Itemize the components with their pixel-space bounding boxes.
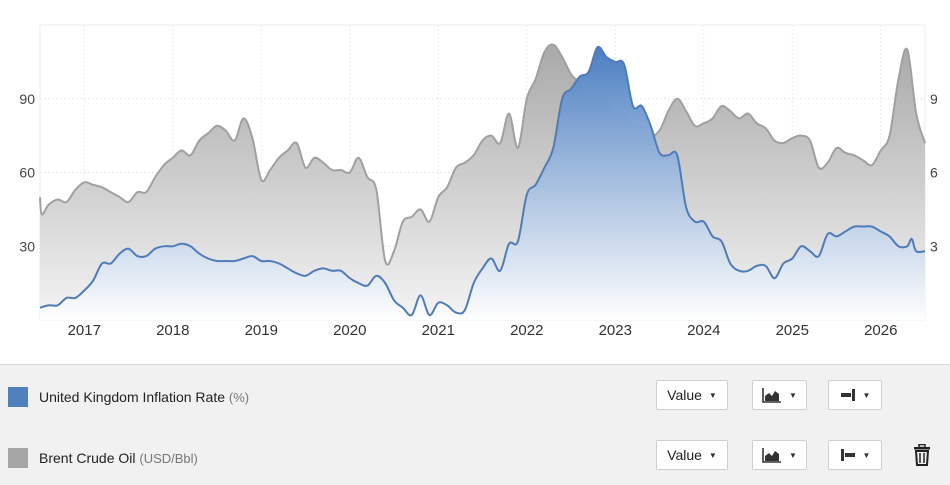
uk-inflation-series-area xyxy=(40,46,925,320)
inflation-value-dropdown[interactable]: Value ▼ xyxy=(656,380,728,410)
brent-crude-series-line xyxy=(39,43,926,266)
brent-color-swatch[interactable] xyxy=(8,448,28,468)
axis-layer: 30 3 60 6 90 9 2017 2018 2019 2020 2021 2022 2023 202… xyxy=(19,91,938,339)
inflation-value-label: Value xyxy=(667,387,702,403)
delete-series-button[interactable] xyxy=(912,443,932,468)
brent-axis-dropdown[interactable]: ▼ xyxy=(828,440,882,470)
inflation-series-unit: (%) xyxy=(228,390,250,405)
x-tick-label: 2025 xyxy=(776,322,809,339)
y-left-tick-label: 90 xyxy=(19,91,35,107)
brent-value-dropdown[interactable]: Value ▼ xyxy=(656,440,728,470)
legend-row-inflation: United Kingdom Inflation Rate (%) Value … xyxy=(0,365,950,425)
y-right-tick-label: 3 xyxy=(930,238,938,254)
chevron-down-icon: ▼ xyxy=(862,450,871,460)
y-left-tick-label: 30 xyxy=(19,238,35,254)
inflation-axis-dropdown[interactable]: ▼ xyxy=(828,380,882,410)
x-tick-label: 2024 xyxy=(687,322,720,339)
x-tick-label: 2026 xyxy=(864,322,897,339)
chevron-down-icon: ▼ xyxy=(862,390,871,400)
right-axis-icon xyxy=(840,389,855,401)
trash-icon xyxy=(914,443,930,466)
x-tick-label: 2021 xyxy=(422,322,455,339)
brent-series-unit: (USD/Bbl) xyxy=(139,451,198,466)
brent-chart-type-dropdown[interactable]: ▼ xyxy=(752,440,807,470)
chevron-down-icon: ▼ xyxy=(789,390,797,400)
x-tick-label: 2023 xyxy=(599,322,632,339)
chevron-down-icon: ▼ xyxy=(708,390,717,400)
chart-svg: 30 3 60 6 90 9 2017 2018 2019 2020 2021 2022 2023 202… xyxy=(19,24,938,339)
legend-row-brent: Brent Crude Oil (USD/Bbl) Value ▼ ▼ ▼ xyxy=(0,425,950,485)
left-axis-icon xyxy=(840,449,855,461)
chart-area: 30 3 60 6 90 9 2017 2018 2019 2020 2021 2022 2023 202… xyxy=(19,24,938,339)
brent-series-label[interactable]: Brent Crude Oil (USD/Bbl) xyxy=(39,450,198,466)
inflation-series-label[interactable]: United Kingdom Inflation Rate (%) xyxy=(39,389,249,405)
legend-panel: United Kingdom Inflation Rate (%) Value … xyxy=(0,364,950,485)
inflation-color-swatch[interactable] xyxy=(8,387,28,407)
brent-series-name: Brent Crude Oil xyxy=(39,450,136,466)
inflation-series-name: United Kingdom Inflation Rate xyxy=(39,389,225,405)
y-right-tick-label: 9 xyxy=(930,91,938,107)
chevron-down-icon: ▼ xyxy=(708,450,717,460)
series-layer xyxy=(39,43,926,320)
inflation-chart-type-dropdown[interactable]: ▼ xyxy=(752,380,807,410)
x-tick-label: 2018 xyxy=(156,322,189,339)
chevron-down-icon: ▼ xyxy=(789,450,797,460)
x-tick-label: 2020 xyxy=(333,322,366,339)
brent-value-label: Value xyxy=(667,447,702,463)
area-chart-icon xyxy=(762,388,782,403)
area-chart-icon xyxy=(762,448,782,463)
uk-inflation-series-line xyxy=(39,45,926,317)
x-tick-label: 2019 xyxy=(245,322,278,339)
x-tick-label: 2022 xyxy=(510,322,543,339)
y-right-tick-label: 6 xyxy=(930,165,938,181)
x-tick-label: 2017 xyxy=(68,322,101,339)
y-left-tick-label: 60 xyxy=(19,165,35,181)
